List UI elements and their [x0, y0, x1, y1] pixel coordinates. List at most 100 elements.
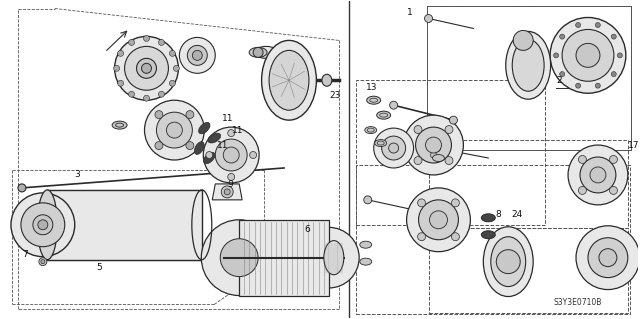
Circle shape: [590, 167, 606, 183]
Circle shape: [39, 258, 47, 266]
Ellipse shape: [269, 50, 309, 110]
Circle shape: [364, 196, 372, 204]
Circle shape: [186, 111, 194, 119]
Circle shape: [576, 43, 600, 67]
Text: 24: 24: [511, 210, 522, 219]
Ellipse shape: [360, 258, 372, 265]
Bar: [426, 5, 631, 150]
Ellipse shape: [481, 231, 495, 239]
Circle shape: [143, 95, 150, 101]
Circle shape: [129, 91, 134, 97]
Circle shape: [155, 111, 163, 119]
Circle shape: [580, 157, 616, 193]
Bar: [47, 190, 202, 260]
Circle shape: [206, 152, 212, 159]
Text: 23: 23: [329, 91, 340, 100]
Circle shape: [114, 65, 120, 71]
Text: 1: 1: [406, 8, 412, 17]
Ellipse shape: [365, 127, 377, 134]
Ellipse shape: [112, 121, 127, 129]
Circle shape: [415, 127, 451, 163]
Circle shape: [18, 184, 26, 192]
Text: 9: 9: [227, 181, 233, 189]
Bar: [429, 140, 628, 228]
Circle shape: [568, 145, 628, 205]
Circle shape: [223, 147, 239, 163]
Text: 13: 13: [365, 83, 377, 92]
Circle shape: [414, 126, 422, 134]
Circle shape: [588, 238, 628, 278]
Circle shape: [424, 14, 433, 22]
Circle shape: [215, 139, 247, 171]
Circle shape: [136, 58, 156, 78]
Ellipse shape: [360, 241, 372, 248]
Ellipse shape: [433, 154, 444, 161]
Text: 7: 7: [22, 250, 28, 259]
Circle shape: [433, 144, 440, 152]
Circle shape: [445, 126, 453, 134]
Circle shape: [145, 100, 204, 160]
Circle shape: [170, 80, 175, 86]
Circle shape: [204, 127, 259, 183]
Ellipse shape: [324, 241, 344, 275]
Text: S3Y3E0710B: S3Y3E0710B: [554, 299, 602, 308]
Circle shape: [221, 186, 233, 198]
Circle shape: [579, 155, 586, 163]
Circle shape: [417, 199, 426, 207]
Circle shape: [115, 36, 179, 100]
Text: 5: 5: [97, 263, 102, 272]
Circle shape: [609, 187, 618, 195]
Circle shape: [159, 40, 164, 45]
Circle shape: [431, 152, 436, 158]
Circle shape: [496, 250, 520, 274]
Circle shape: [374, 128, 413, 168]
Circle shape: [228, 174, 235, 181]
Circle shape: [186, 142, 194, 150]
Ellipse shape: [374, 140, 387, 146]
Circle shape: [429, 211, 447, 229]
Ellipse shape: [506, 32, 550, 99]
Circle shape: [406, 188, 470, 252]
Circle shape: [129, 40, 134, 45]
Bar: [426, 5, 631, 150]
Circle shape: [156, 112, 193, 148]
Circle shape: [179, 37, 215, 73]
Circle shape: [228, 130, 235, 137]
Circle shape: [381, 136, 406, 160]
Ellipse shape: [367, 96, 381, 104]
Text: 11: 11: [217, 141, 228, 150]
Circle shape: [513, 30, 533, 50]
Circle shape: [575, 83, 580, 88]
Circle shape: [41, 260, 45, 263]
Circle shape: [599, 249, 617, 267]
Circle shape: [609, 155, 618, 163]
Circle shape: [611, 34, 616, 39]
Ellipse shape: [249, 48, 267, 57]
Text: 3: 3: [75, 170, 81, 180]
Circle shape: [250, 152, 257, 159]
Circle shape: [449, 116, 458, 124]
Circle shape: [618, 53, 622, 58]
Circle shape: [202, 220, 277, 295]
Ellipse shape: [254, 46, 278, 58]
Circle shape: [155, 142, 163, 150]
Circle shape: [451, 233, 460, 241]
Ellipse shape: [322, 74, 332, 86]
Circle shape: [159, 91, 164, 97]
Ellipse shape: [481, 214, 495, 222]
Text: 11: 11: [232, 126, 244, 135]
Ellipse shape: [204, 152, 215, 164]
Circle shape: [554, 53, 559, 58]
Circle shape: [576, 226, 640, 290]
Ellipse shape: [37, 190, 58, 260]
Circle shape: [33, 215, 53, 235]
Ellipse shape: [483, 227, 533, 297]
Ellipse shape: [208, 133, 221, 143]
Text: 2: 2: [556, 76, 562, 85]
Circle shape: [253, 48, 263, 57]
Circle shape: [575, 23, 580, 27]
Circle shape: [193, 50, 202, 60]
Circle shape: [595, 83, 600, 88]
Bar: [356, 80, 545, 225]
Circle shape: [595, 23, 600, 27]
